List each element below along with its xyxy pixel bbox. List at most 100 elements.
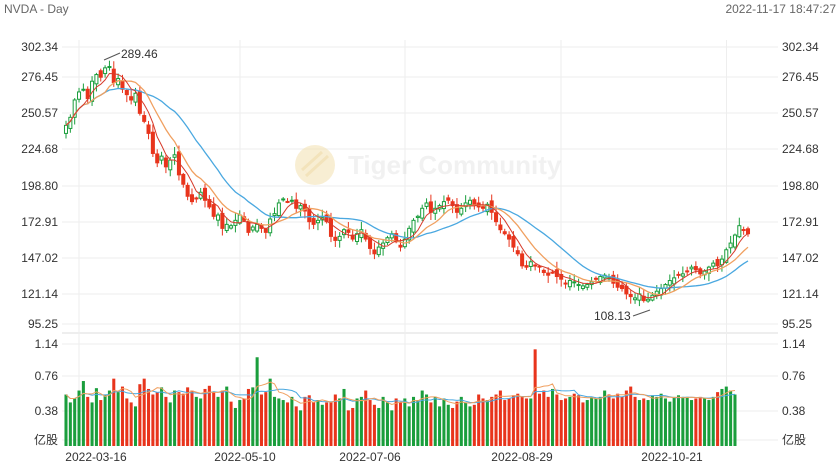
- volume-bar: [233, 407, 237, 446]
- candle-body: [485, 203, 490, 213]
- volume-bar: [507, 398, 511, 446]
- volume-bar: [546, 396, 550, 446]
- price-tick-left: 147.02: [21, 251, 58, 265]
- volume-bar: [655, 396, 659, 446]
- volume-bar: [533, 349, 537, 446]
- candle-body: [328, 217, 334, 237]
- date-axis: 2022-03-16 2022-05-10 2022-07-06 2022-08…: [65, 450, 703, 464]
- date-tick: 2022-07-06: [339, 450, 401, 464]
- price-axis-right: 302.34 276.45 250.57 224.68 198.80 172.9…: [782, 40, 819, 331]
- candle-body: [77, 91, 82, 100]
- ma-mid-line: [65, 79, 749, 296]
- candle-body: [137, 90, 142, 114]
- volume-axis-right: 1.14 0.76 0.38 亿股: [782, 337, 806, 447]
- candle-body: [168, 159, 173, 171]
- candle-body: [741, 229, 746, 232]
- volume-bar: [537, 393, 542, 446]
- volume-bar: [385, 402, 389, 446]
- volume-bar: [568, 396, 572, 446]
- date-tick: 2022-08-29: [491, 450, 553, 464]
- volume-bar: [359, 396, 363, 446]
- candle-body: [480, 206, 486, 209]
- candle-body: [81, 88, 86, 91]
- candle-body: [155, 153, 160, 164]
- volume-bar: [142, 378, 146, 446]
- candle-body: [511, 236, 516, 248]
- candle-body: [263, 228, 268, 233]
- candle-body: [120, 80, 125, 90]
- volume-bar: [611, 398, 615, 446]
- volume-bar: [277, 398, 281, 446]
- candle-body: [337, 235, 342, 241]
- price-tick-left: 224.68: [21, 142, 58, 156]
- price-tick-right: 276.45: [782, 70, 819, 84]
- price-tick-left: 95.25: [28, 317, 58, 331]
- candle-body: [194, 197, 199, 200]
- volume-bar: [442, 398, 446, 446]
- candle-body: [524, 265, 529, 268]
- volume-bar: [81, 381, 85, 446]
- volume-bar: [703, 398, 707, 446]
- candle-body: [676, 273, 681, 276]
- candle-body: [572, 281, 577, 284]
- candle-body: [302, 203, 307, 212]
- candle-body: [580, 285, 585, 289]
- volume-tick-left: 0.76: [35, 369, 59, 383]
- volume-bar: [633, 396, 637, 446]
- candle-body: [202, 187, 208, 201]
- volume-bar: [520, 396, 524, 446]
- candle-body: [724, 249, 729, 263]
- candle-body: [585, 284, 590, 288]
- candle-body: [494, 212, 499, 223]
- candle-body: [415, 215, 420, 219]
- candle-body: [520, 253, 525, 267]
- volume-bar: [368, 400, 372, 446]
- candle-body: [307, 209, 312, 223]
- candle-body: [224, 223, 229, 232]
- volume-bar: [590, 396, 594, 446]
- volume-bar: [690, 400, 694, 446]
- volume-bar: [481, 398, 485, 446]
- volume-bar: [129, 402, 133, 446]
- candle-body: [294, 199, 299, 209]
- low-annotation: 108.13: [594, 309, 651, 323]
- candle-body: [398, 244, 403, 248]
- volume-ma-mid-line: [65, 381, 736, 406]
- candle-body: [124, 89, 129, 96]
- watermark: Tiger Community: [295, 145, 562, 185]
- candle-body: [229, 225, 234, 229]
- volume-tick-right: 0.38: [782, 404, 806, 418]
- volume-bar: [372, 404, 376, 446]
- volume-bar: [320, 404, 324, 446]
- date-tick: 2022-10-21: [641, 450, 703, 464]
- volume-bar: [620, 396, 624, 446]
- volume-bar: [551, 388, 555, 446]
- candle-body: [411, 219, 416, 233]
- volume-bar: [472, 404, 476, 446]
- price-tick-right: 121.14: [782, 287, 819, 301]
- candle-body: [620, 284, 625, 290]
- candle-body: [420, 207, 425, 219]
- volume-bar: [420, 390, 424, 446]
- candle-body: [715, 259, 720, 267]
- volume-tick-right: 0.76: [782, 369, 806, 383]
- candle-body: [728, 242, 733, 249]
- candle-body: [129, 96, 134, 101]
- candle-body: [255, 223, 260, 232]
- candle-body: [146, 124, 151, 134]
- volume-bar: [155, 392, 159, 446]
- candle-body: [537, 265, 542, 268]
- volume-bar: [594, 398, 598, 446]
- volume-bar: [529, 398, 533, 446]
- volume-bar: [598, 396, 602, 446]
- price-tick-left: 198.80: [21, 179, 58, 193]
- candle-body: [333, 236, 338, 241]
- ma-long-line: [65, 87, 749, 289]
- price-tick-right: 302.34: [782, 40, 819, 54]
- volume-bar: [164, 396, 168, 446]
- volume-bar: [333, 394, 337, 446]
- volume-bar: [524, 398, 528, 446]
- volume-bar: [381, 396, 385, 446]
- candle-body: [103, 67, 108, 75]
